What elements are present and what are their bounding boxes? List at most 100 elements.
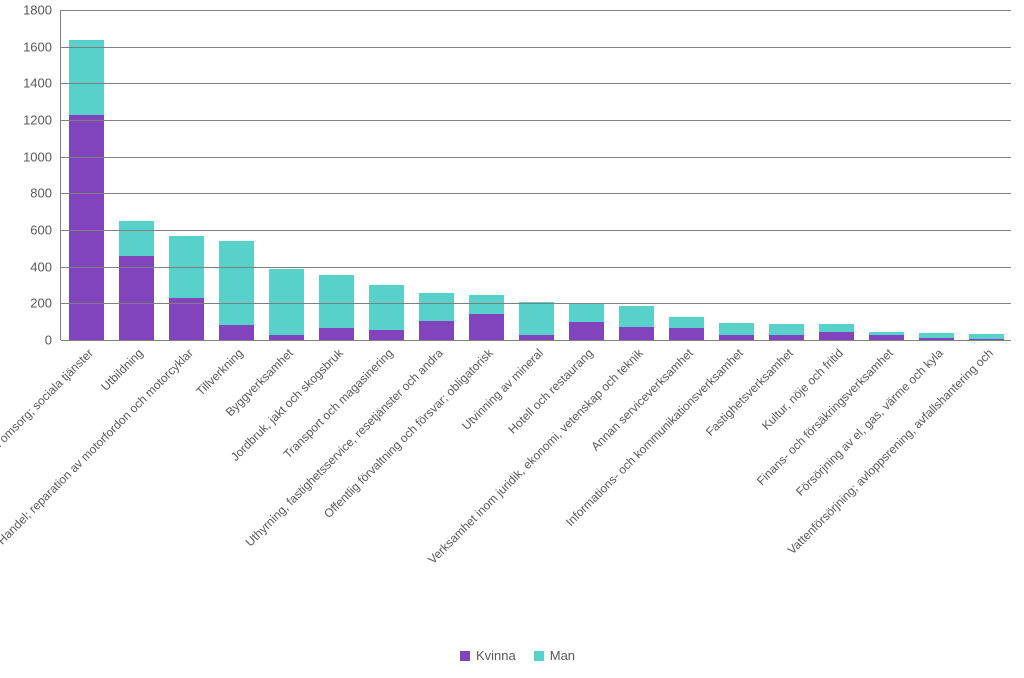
bar-slot: [211, 10, 261, 340]
bar: [819, 324, 854, 340]
bar-segment-kvinna: [619, 327, 654, 340]
gridline: [61, 157, 1011, 158]
bar: [769, 324, 804, 340]
bar-segment-kvinna: [69, 115, 104, 341]
bar-slot: [761, 10, 811, 340]
bar-segment-man: [569, 304, 604, 321]
gridline: [61, 83, 1011, 84]
bar-segment-man: [619, 306, 654, 327]
bar-slot: [861, 10, 911, 340]
bar-segment-kvinna: [319, 328, 354, 340]
bar-segment-man: [819, 324, 854, 331]
bar-segment-man: [519, 302, 554, 335]
bar: [719, 323, 754, 340]
bar-slot: [111, 10, 161, 340]
x-axis-label: Fastighetsverksamhet: [703, 346, 796, 439]
legend-item-man: Man: [534, 648, 575, 663]
bar-slot: [911, 10, 961, 340]
bar-segment-man: [219, 241, 254, 325]
bar: [169, 236, 204, 340]
gridline: [61, 303, 1011, 304]
bar-segment-man: [369, 285, 404, 330]
y-tick-label: 800: [0, 186, 52, 201]
bar-segment-man: [469, 295, 504, 314]
bar-segment-kvinna: [119, 256, 154, 340]
bar: [319, 275, 354, 340]
bar-segment-man: [669, 317, 704, 328]
gridline: [61, 10, 1011, 11]
y-tick-label: 0: [0, 333, 52, 348]
y-tick-label: 1600: [0, 39, 52, 54]
y-tick-label: 200: [0, 296, 52, 311]
bar-segment-man: [69, 40, 104, 114]
legend-label: Kvinna: [476, 648, 516, 663]
bar-segment-kvinna: [369, 330, 404, 340]
bar-slot: [261, 10, 311, 340]
gridline: [61, 120, 1011, 121]
bar-segment-kvinna: [219, 325, 254, 340]
bar-segment-kvinna: [569, 322, 604, 340]
chart-container: Vård och omsorg; sociala tjänsterUtbildn…: [0, 0, 1024, 678]
legend: Kvinna Man: [460, 648, 575, 663]
legend-swatch: [460, 651, 470, 661]
gridline: [61, 47, 1011, 48]
x-axis-label: Tillverkning: [193, 346, 246, 399]
bar-slot: [661, 10, 711, 340]
bar-slot: [611, 10, 661, 340]
gridline: [61, 267, 1011, 268]
bar-slot: [811, 10, 861, 340]
bar-slot: [561, 10, 611, 340]
x-axis-label: Utbildning: [98, 346, 146, 394]
bar-segment-man: [119, 221, 154, 256]
bar: [369, 285, 404, 340]
bar-segment-kvinna: [469, 314, 504, 340]
bar-segment-man: [719, 323, 754, 336]
bar: [269, 269, 304, 340]
bar: [419, 293, 454, 340]
plot-area: Vård och omsorg; sociala tjänsterUtbildn…: [60, 10, 1011, 340]
bar-slot: [511, 10, 561, 340]
bar: [619, 306, 654, 340]
x-axis-label: Hotell och restaurang: [505, 346, 596, 437]
bar-slot: [411, 10, 461, 340]
bar-segment-kvinna: [419, 321, 454, 340]
bar: [69, 40, 104, 340]
y-tick-label: 1200: [0, 113, 52, 128]
bar: [119, 221, 154, 340]
bar: [469, 295, 504, 340]
x-axis-label: Informations- och kommunikationsverksamh…: [563, 346, 746, 529]
legend-swatch: [534, 651, 544, 661]
bar: [869, 332, 904, 340]
x-axis-label: Handel; reparation av motorfordon och mo…: [0, 346, 196, 547]
y-tick-label: 1400: [0, 76, 52, 91]
gridline: [61, 230, 1011, 231]
bar-segment-kvinna: [669, 328, 704, 340]
bar-segment-man: [319, 275, 354, 328]
bar-slot: [461, 10, 511, 340]
gridline: [61, 193, 1011, 194]
y-tick-label: 1000: [0, 149, 52, 164]
bar-slot: [361, 10, 411, 340]
bar: [519, 302, 554, 340]
bar-slot: [961, 10, 1011, 340]
bar-slot: [61, 10, 111, 340]
bar: [569, 304, 604, 340]
y-tick-label: 400: [0, 259, 52, 274]
y-tick-label: 600: [0, 223, 52, 238]
bars-row: [61, 10, 1011, 340]
bar-slot: [161, 10, 211, 340]
gridline: [61, 340, 1011, 341]
legend-label: Man: [550, 648, 575, 663]
y-tick-label: 1800: [0, 3, 52, 18]
bar: [919, 333, 954, 340]
x-axis-label: Annan serviceverksamhet: [588, 346, 696, 454]
bar-slot: [711, 10, 761, 340]
bar: [219, 241, 254, 340]
bar-slot: [311, 10, 361, 340]
bar-segment-man: [269, 269, 304, 334]
bar-segment-kvinna: [819, 332, 854, 340]
bar: [669, 317, 704, 340]
legend-item-kvinna: Kvinna: [460, 648, 516, 663]
bar-segment-man: [769, 324, 804, 334]
bar-segment-man: [419, 293, 454, 321]
